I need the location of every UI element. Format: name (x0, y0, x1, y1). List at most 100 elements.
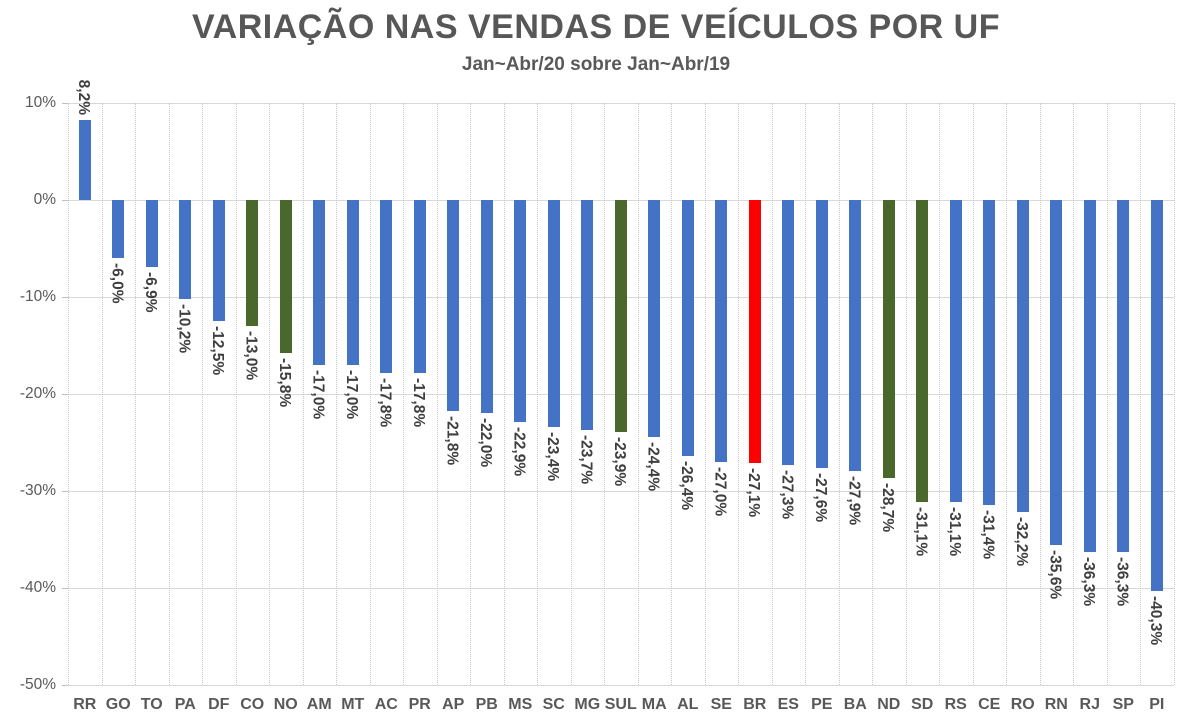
bar-value-label: -23,7% (577, 434, 595, 484)
x-category-label: MG (574, 696, 601, 713)
y-axis-tick (62, 103, 68, 104)
x-category-label: SP (1112, 696, 1134, 713)
bar-AC (380, 200, 393, 373)
x-category-label: MA (641, 696, 667, 713)
grid-line-v (168, 103, 170, 685)
bar-BR (748, 200, 761, 463)
bar-value-label: -24,4% (644, 441, 662, 491)
y-tick-label: 0% (33, 191, 56, 208)
grid-line-v (1173, 103, 1175, 685)
x-category-label: RS (944, 696, 967, 713)
x-category-label: SUL (604, 696, 637, 713)
x-category-label: AM (306, 696, 332, 713)
grid-line-v (436, 103, 438, 685)
x-category-label: AL (677, 696, 699, 713)
grid-line-v (905, 103, 907, 685)
bar-value-label: -22,0% (476, 418, 494, 468)
chart-subtitle: Jan~Abr/20 sobre Jan~Abr/19 (461, 54, 731, 75)
x-category-label: SE (710, 696, 732, 713)
bar-AL (681, 200, 694, 457)
bar-value-label: -17,8% (376, 377, 394, 427)
bar-value-label: -26,4% (677, 461, 695, 511)
x-category-label: ND (877, 696, 901, 713)
bar-SC (547, 200, 560, 427)
grid-line-v (135, 103, 136, 685)
bar-value-label: -32,2% (1012, 517, 1030, 567)
bar-value-label: -23,4% (543, 431, 561, 482)
bar-value-label: -27,1% (744, 467, 762, 517)
bar-PA (179, 200, 192, 299)
grid-line-v (202, 103, 203, 685)
grid-line-v (972, 103, 974, 685)
y-tick-label: -20% (19, 385, 56, 402)
bar-PB (480, 200, 493, 414)
bar-value-label: -6,0% (108, 263, 126, 304)
grid-line-v (503, 103, 505, 685)
x-category-label: PE (811, 696, 833, 713)
grid-line-v (637, 103, 639, 685)
x-category-label: BA (843, 696, 867, 713)
y-tick-label: -50% (19, 676, 56, 693)
grid-line-v (537, 103, 538, 685)
grid-line-v (235, 103, 237, 685)
x-category-label: NO (273, 696, 298, 713)
bar-value-label: -23,9% (610, 436, 628, 486)
x-category-label: PA (174, 696, 196, 713)
grid-line-v (403, 103, 404, 685)
grid-line-v (604, 103, 605, 685)
bar-ND (882, 200, 895, 479)
bar-SUL (614, 200, 627, 432)
bar-ES (782, 200, 795, 465)
grid-line-v (671, 103, 672, 685)
bar-PR (413, 200, 426, 373)
x-category-label: RO (1010, 696, 1035, 713)
grid-line-v (838, 103, 840, 685)
bar-value-label: -12,5% (208, 326, 226, 376)
y-tick-label: -10% (19, 288, 56, 305)
x-category-label: ES (777, 696, 799, 713)
x-category-label: SC (542, 696, 565, 713)
bar-PI (1150, 200, 1163, 591)
bar-value-label: -35,6% (1046, 550, 1064, 600)
bar-RN (1050, 200, 1063, 546)
bar-value-label: -31,1% (945, 506, 963, 556)
x-category-label: RR (73, 696, 97, 713)
bar-MA (648, 200, 661, 437)
bar-RS (949, 200, 962, 502)
y-axis-tick (62, 685, 68, 686)
bar-CE (983, 200, 996, 505)
x-category-label: TO (140, 696, 163, 713)
grid-line-v (1073, 103, 1074, 685)
bar-GO (112, 200, 125, 259)
bar-CO (246, 200, 259, 327)
x-category-label: DF (208, 696, 230, 713)
x-category-label: PB (475, 696, 498, 713)
bar-RJ (1083, 200, 1096, 553)
bar-value-label: -21,8% (443, 416, 461, 466)
bar-value-label: -13,0% (242, 331, 260, 381)
grid-line-v (1140, 103, 1141, 685)
bar-value-label: -6,9% (141, 271, 159, 313)
grid-line-v (1006, 103, 1007, 685)
bar-DF (212, 200, 225, 322)
bar-TO (145, 200, 158, 267)
grid-line-h (68, 685, 1174, 686)
x-category-label: PI (1149, 696, 1165, 713)
grid-line-v (738, 103, 739, 685)
grid-line-h (68, 491, 1174, 492)
bar-value-label: -27,3% (778, 469, 796, 519)
grid-line-h (68, 588, 1174, 589)
grid-line-v (302, 103, 304, 685)
bar-value-label: 8,2% (74, 80, 92, 116)
bar-value-label: -31,4% (979, 509, 997, 559)
bar-value-label: -27,6% (811, 472, 829, 522)
bar-BA (849, 200, 862, 471)
grid-line-h (68, 103, 1174, 104)
grid-line-v (68, 103, 69, 685)
bar-value-label: -27,9% (845, 475, 863, 525)
grid-line-v (570, 103, 572, 685)
bar-AM (313, 200, 326, 365)
bar-MG (581, 200, 594, 430)
x-category-label: RN (1044, 696, 1068, 713)
